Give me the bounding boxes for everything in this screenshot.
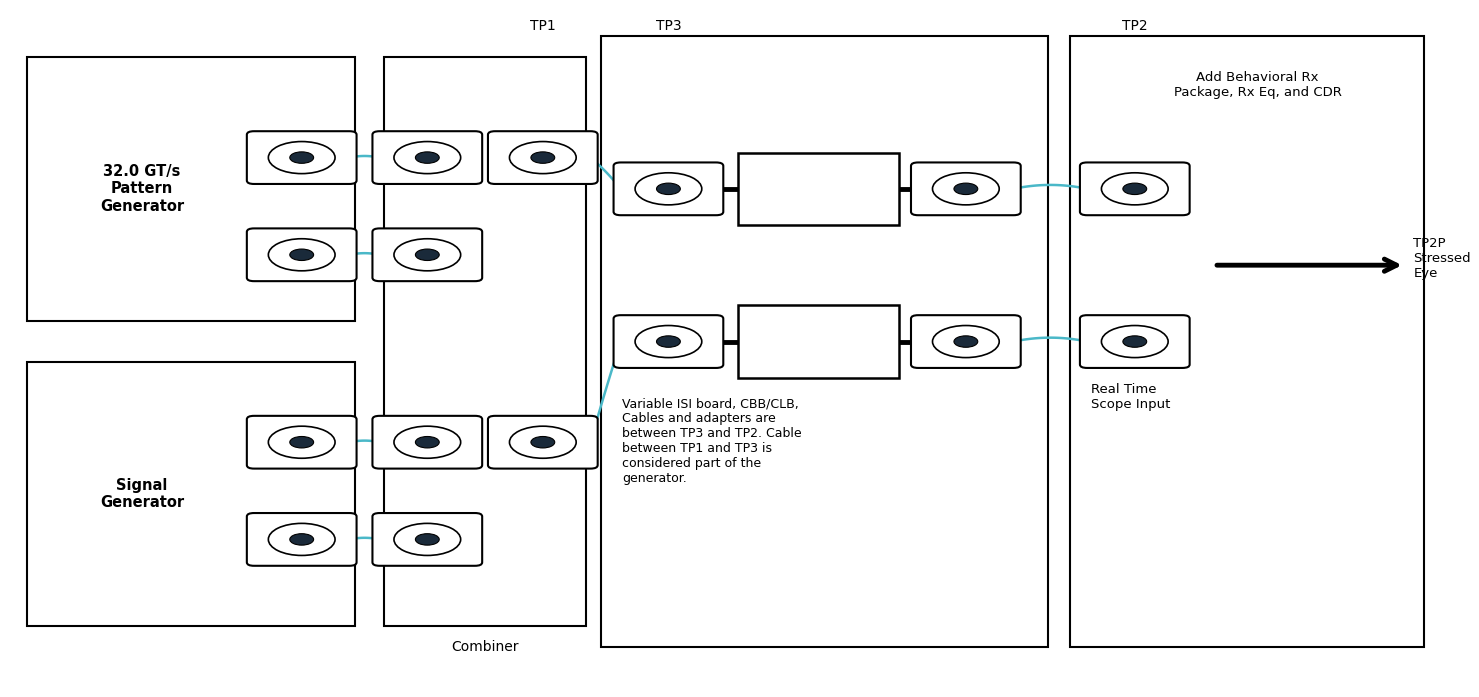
FancyBboxPatch shape [488, 416, 598, 468]
FancyBboxPatch shape [1080, 162, 1189, 215]
Circle shape [531, 436, 555, 448]
Bar [28, 362, 355, 626]
Text: Combiner: Combiner [451, 640, 519, 654]
Bar [1069, 36, 1424, 647]
FancyBboxPatch shape [1080, 315, 1189, 368]
FancyBboxPatch shape [247, 513, 356, 566]
Circle shape [290, 436, 314, 448]
Circle shape [657, 336, 680, 347]
FancyBboxPatch shape [614, 315, 723, 368]
Circle shape [416, 534, 439, 545]
Circle shape [290, 152, 314, 163]
FancyBboxPatch shape [247, 131, 356, 184]
FancyBboxPatch shape [373, 229, 482, 281]
Bar [28, 57, 355, 321]
FancyBboxPatch shape [247, 416, 356, 468]
Circle shape [531, 152, 555, 163]
FancyBboxPatch shape [373, 416, 482, 468]
Text: 32.0 GT/s
Pattern
Generator: 32.0 GT/s Pattern Generator [101, 164, 185, 214]
Circle shape [416, 249, 439, 261]
Text: Variable ISI board, CBB/CLB,
Cables and adapters are
between TP3 and TP2. Cable
: Variable ISI board, CBB/CLB, Cables and … [623, 397, 802, 485]
FancyBboxPatch shape [247, 229, 356, 281]
Circle shape [416, 436, 439, 448]
Circle shape [1123, 336, 1146, 347]
Text: TP3: TP3 [655, 19, 682, 33]
Circle shape [290, 249, 314, 261]
FancyBboxPatch shape [373, 513, 482, 566]
Text: Add Behavioral Rx
Package, Rx Eq, and CDR: Add Behavioral Rx Package, Rx Eq, and CD… [1173, 71, 1341, 99]
Circle shape [290, 534, 314, 545]
Bar [385, 57, 586, 626]
Bar [738, 305, 899, 378]
Text: TP2: TP2 [1123, 19, 1148, 33]
Circle shape [1123, 183, 1146, 194]
FancyBboxPatch shape [488, 131, 598, 184]
Text: Real Time
Scope Input: Real Time Scope Input [1092, 383, 1171, 411]
Circle shape [416, 152, 439, 163]
Bar [738, 153, 899, 225]
Circle shape [954, 336, 978, 347]
Bar [600, 36, 1049, 647]
FancyBboxPatch shape [614, 162, 723, 215]
FancyBboxPatch shape [373, 131, 482, 184]
FancyBboxPatch shape [911, 315, 1021, 368]
FancyBboxPatch shape [911, 162, 1021, 215]
Text: Signal
Generator: Signal Generator [101, 478, 185, 510]
Text: TP1: TP1 [529, 19, 556, 33]
Text: TP2P
Stressed
Eye: TP2P Stressed Eye [1414, 238, 1472, 280]
Circle shape [657, 183, 680, 194]
Circle shape [954, 183, 978, 194]
